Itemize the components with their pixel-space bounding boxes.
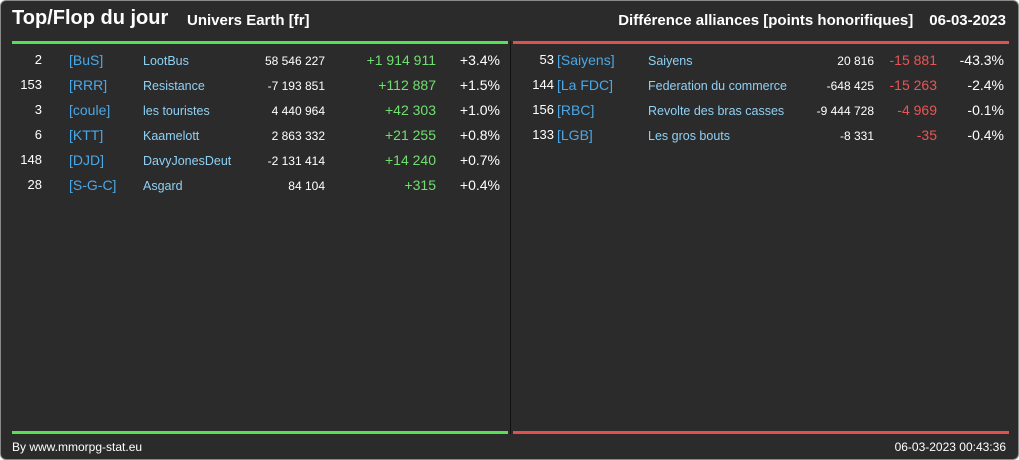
alliance-diff: +1 914 911 <box>366 52 436 68</box>
alliance-points: 20 816 <box>837 54 874 68</box>
alliance-diff: -15 263 <box>889 77 937 93</box>
alliance-percent: +0.7% <box>459 152 500 168</box>
alliance-rank: 6 <box>34 127 42 142</box>
alliance-percent: +0.8% <box>459 127 500 143</box>
alliance-points: 84 104 <box>288 179 325 193</box>
alliance-tag-link[interactable]: [RBC] <box>557 102 595 118</box>
alliance-points: 4 440 964 <box>271 104 325 118</box>
footer-timestamp: 06-03-2023 00:43:36 <box>894 440 1006 454</box>
page-title: Top/Flop du jour <box>12 7 169 29</box>
alliance-points: -9 444 728 <box>816 104 874 118</box>
table-row: 156 [RBC] Revolte des bras casses -9 444 72… <box>511 100 1018 125</box>
alliance-tag-link[interactable]: [BuS] <box>69 52 104 68</box>
alliance-diff: +42 303 <box>385 102 436 118</box>
table-row: 6 [KTT] Kaamelott 2 863 332 +21 255 +0.8% <box>1 125 510 150</box>
source-link[interactable]: By www.mmorpg-stat.eu <box>12 440 143 454</box>
table-row: 133 [LGB] Les gros bouts -8 331 -35 -0.4% <box>511 125 1018 150</box>
alliance-rank: 153 <box>20 77 42 92</box>
alliance-points: -2 131 414 <box>267 154 325 168</box>
table-row: 3 [coule] les touristes 4 440 964 +42 303 +1.… <box>1 100 510 125</box>
alliance-rank: 148 <box>20 152 42 167</box>
alliance-diff: -35 <box>916 127 937 143</box>
alliance-rank: 3 <box>34 102 42 117</box>
alliance-diff: +315 <box>404 177 436 193</box>
alliance-name-link[interactable]: LootBus <box>143 54 189 68</box>
alliance-tag-link[interactable]: [Saiyens] <box>557 52 615 68</box>
alliance-name-link[interactable]: Federation du commerce <box>648 79 787 93</box>
alliance-name-link[interactable]: Les gros bouts <box>648 129 730 143</box>
universe-label: Univers Earth [fr] <box>187 12 310 29</box>
alliance-percent: -2.4% <box>967 77 1004 93</box>
alliance-diff: -15 881 <box>889 52 937 68</box>
alliance-rank: 133 <box>532 127 554 142</box>
alliance-name-link[interactable]: Saiyens <box>648 54 693 68</box>
alliance-rank: 156 <box>532 102 554 117</box>
table-row: 2 [BuS] LootBus 58 546 227 +1 914 911 +3.4% <box>1 50 510 75</box>
table-row: 148 [DJD] DavyJonesDeut -2 131 414 +14 240 +0… <box>1 150 510 175</box>
alliance-tag-link[interactable]: [KTT] <box>69 127 104 143</box>
alliance-tag-link[interactable]: [coule] <box>69 102 111 118</box>
alliance-rank: 28 <box>27 177 42 192</box>
header-right: Différence alliances [points honorifique… <box>618 12 1006 29</box>
alliance-tag-link[interactable]: [LGB] <box>557 127 593 143</box>
alliance-percent: +1.5% <box>459 77 500 93</box>
alliance-percent: +0.4% <box>459 177 500 193</box>
top-panel-bar-bottom <box>12 431 508 434</box>
alliance-tag-link[interactable]: [RRR] <box>69 77 108 93</box>
alliance-points: -648 425 <box>826 79 874 93</box>
top-panel: 2 [BuS] LootBus 58 546 227 +1 914 911 +3.4% 15… <box>1 50 510 200</box>
table-row: 28 [S-G-C] Asgard 84 104 +315 +0.4% <box>1 175 510 200</box>
alliance-name-link[interactable]: Resistance <box>143 79 205 93</box>
alliance-tag-link[interactable]: [La FDC] <box>557 77 614 93</box>
alliance-percent: +1.0% <box>459 102 500 118</box>
alliance-name-link[interactable]: Kaamelott <box>143 129 200 143</box>
alliance-rank: 2 <box>34 52 42 67</box>
alliance-percent: -0.1% <box>967 102 1004 118</box>
alliance-percent: -0.4% <box>967 127 1004 143</box>
category-label: Différence alliances [points honorifique… <box>618 12 914 29</box>
alliance-diff: +14 240 <box>385 152 436 168</box>
alliance-diff: -4 969 <box>897 102 937 118</box>
table-row: 144 [La FDC] Federation du commerce -648 42… <box>511 75 1018 100</box>
alliance-points: 2 863 332 <box>271 129 325 143</box>
alliance-points: -8 331 <box>839 129 874 143</box>
alliance-name-link[interactable]: DavyJonesDeut <box>143 154 232 168</box>
alliance-points: -7 193 851 <box>267 79 325 93</box>
top-panel-bar-top <box>12 41 508 44</box>
alliance-diff: +112 887 <box>378 77 436 93</box>
alliance-percent: +3.4% <box>459 52 500 68</box>
table-row: 53 [Saiyens] Saiyens 20 816 -15 881 -43.3% <box>511 50 1018 75</box>
flop-panel-bar-top <box>513 41 1009 44</box>
alliance-diff: +21 255 <box>385 127 436 143</box>
alliance-tag-link[interactable]: [S-G-C] <box>69 177 117 193</box>
alliance-percent: -43.3% <box>959 52 1004 68</box>
alliance-rank: 53 <box>539 52 554 67</box>
flop-panel-bar-bottom <box>513 431 1009 434</box>
alliance-points: 58 546 227 <box>264 54 325 68</box>
header-date: 06-03-2023 <box>929 12 1006 29</box>
alliance-rank: 144 <box>532 77 554 92</box>
alliance-tag-link[interactable]: [DJD] <box>69 152 104 168</box>
table-row: 153 [RRR] Resistance -7 193 851 +112 887 +1.5… <box>1 75 510 100</box>
alliance-name-link[interactable]: Revolte des bras casses <box>648 104 785 118</box>
alliance-name-link[interactable]: les touristes <box>143 104 210 118</box>
alliance-name-link[interactable]: Asgard <box>143 179 183 193</box>
panel-divider <box>510 41 511 434</box>
flop-panel: 53 [Saiyens] Saiyens 20 816 -15 881 -43.3% 144… <box>511 50 1018 150</box>
